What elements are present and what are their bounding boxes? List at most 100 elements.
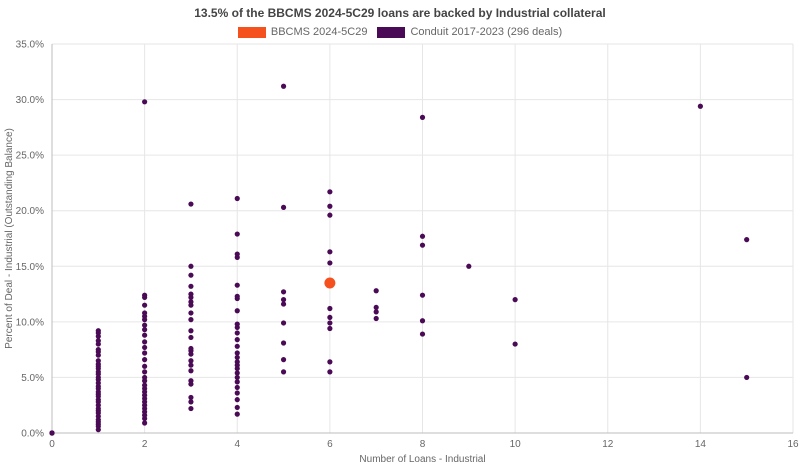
conduit-point <box>234 404 240 411</box>
x-tick-label: 2 <box>142 439 148 450</box>
conduit-point <box>188 310 194 316</box>
conduit-point <box>49 430 55 436</box>
conduit-point <box>142 357 148 363</box>
y-tick-label: 0.0% <box>21 429 44 440</box>
conduit-point <box>744 237 750 243</box>
conduit-point <box>280 301 287 307</box>
conduit-point <box>188 358 194 364</box>
conduit-point <box>188 362 194 368</box>
x-tick-label: 0 <box>49 439 55 450</box>
conduit-point <box>234 293 240 299</box>
y-tick-label: 5.0% <box>21 373 44 384</box>
conduit-point <box>234 359 240 365</box>
conduit-point <box>234 308 240 314</box>
conduit-point <box>188 394 194 401</box>
conduit-point <box>142 302 148 308</box>
conduit-point <box>188 263 194 269</box>
conduit-point <box>234 321 240 327</box>
conduit-point <box>234 251 240 257</box>
conduit-point <box>327 305 333 312</box>
conduit-point <box>327 189 333 195</box>
legend: BBCMS 2024-5C29 Conduit 2017-2023 (296 d… <box>0 26 800 38</box>
y-tick-label: 25.0% <box>16 151 44 162</box>
conduit-point <box>373 315 379 322</box>
conduit-point <box>188 317 194 323</box>
y-tick-label: 15.0% <box>16 262 44 273</box>
conduit-point <box>188 334 194 341</box>
conduit-point <box>142 292 148 298</box>
y-tick-label: 10.0% <box>16 317 44 328</box>
conduit-point <box>327 212 333 218</box>
conduit-point <box>280 204 287 210</box>
conduit-point <box>280 357 287 363</box>
conduit-point <box>142 369 148 375</box>
bbcms-point <box>324 277 336 289</box>
conduit-point <box>234 337 240 343</box>
conduit-point <box>142 363 148 369</box>
conduit-point <box>142 344 148 351</box>
conduit-point <box>373 304 379 311</box>
conduit-point <box>419 114 426 120</box>
legend-label-bbcms: BBCMS 2024-5C29 <box>270 26 368 38</box>
conduit-point <box>142 327 148 333</box>
conduit-point <box>188 378 194 384</box>
conduit-point <box>280 320 287 326</box>
y-tick-label: 20.0% <box>16 206 44 217</box>
conduit-point <box>188 405 194 412</box>
x-tick-label: 12 <box>602 439 614 450</box>
conduit-point <box>466 263 472 269</box>
conduit-point <box>697 103 703 109</box>
conduit-point <box>234 354 240 361</box>
conduit-point <box>373 309 379 315</box>
conduit-point <box>234 370 240 376</box>
conduit-point <box>280 340 287 346</box>
conduit-point <box>327 325 333 332</box>
conduit-point <box>188 328 194 334</box>
conduit-point <box>142 382 148 388</box>
legend-swatch-bbcms <box>237 26 266 38</box>
conduit-point <box>188 272 194 278</box>
conduit-point <box>327 260 333 266</box>
conduit-point <box>188 399 194 405</box>
conduit-point <box>234 374 240 381</box>
conduit-point <box>327 359 333 365</box>
conduit-point <box>327 203 333 209</box>
conduit-point <box>234 195 240 202</box>
conduit-point <box>142 420 148 426</box>
conduit-point <box>419 318 426 324</box>
conduit-point <box>95 328 101 334</box>
conduit-point <box>234 231 240 237</box>
conduit-point <box>234 411 240 417</box>
conduit-point <box>142 310 148 316</box>
legend-item-conduit[interactable]: Conduit 2017-2023 (296 deals) <box>377 26 562 38</box>
conduit-point <box>142 339 148 345</box>
conduit-point <box>234 384 240 391</box>
conduit-point <box>188 291 194 297</box>
x-tick-label: 14 <box>695 439 707 450</box>
conduit-point <box>188 368 194 374</box>
chart-title: 13.5% of the BBCMS 2024-5C29 loans are b… <box>194 6 606 20</box>
conduit-point <box>512 297 518 303</box>
conduit-point <box>327 320 333 326</box>
x-tick-label: 10 <box>510 439 522 450</box>
conduit-point <box>142 322 148 328</box>
conduit-point <box>234 350 240 356</box>
conduit-point <box>142 332 148 338</box>
conduit-point <box>744 374 750 381</box>
y-tick-label: 30.0% <box>16 95 44 106</box>
conduit-point <box>234 343 240 349</box>
legend-item-bbcms[interactable]: BBCMS 2024-5C29 <box>237 26 368 38</box>
conduit-point <box>280 369 287 375</box>
legend-label-conduit: Conduit 2017-2023 (296 deals) <box>410 26 563 38</box>
y-tick-label: 35.0% <box>16 40 44 51</box>
conduit-point <box>280 83 287 89</box>
conduit-point <box>234 397 240 403</box>
x-tick-label: 6 <box>327 439 333 450</box>
conduit-point <box>95 338 101 344</box>
conduit-point <box>188 345 194 352</box>
conduit-point <box>373 288 379 294</box>
conduit-point <box>142 374 148 381</box>
conduit-point <box>142 99 148 105</box>
